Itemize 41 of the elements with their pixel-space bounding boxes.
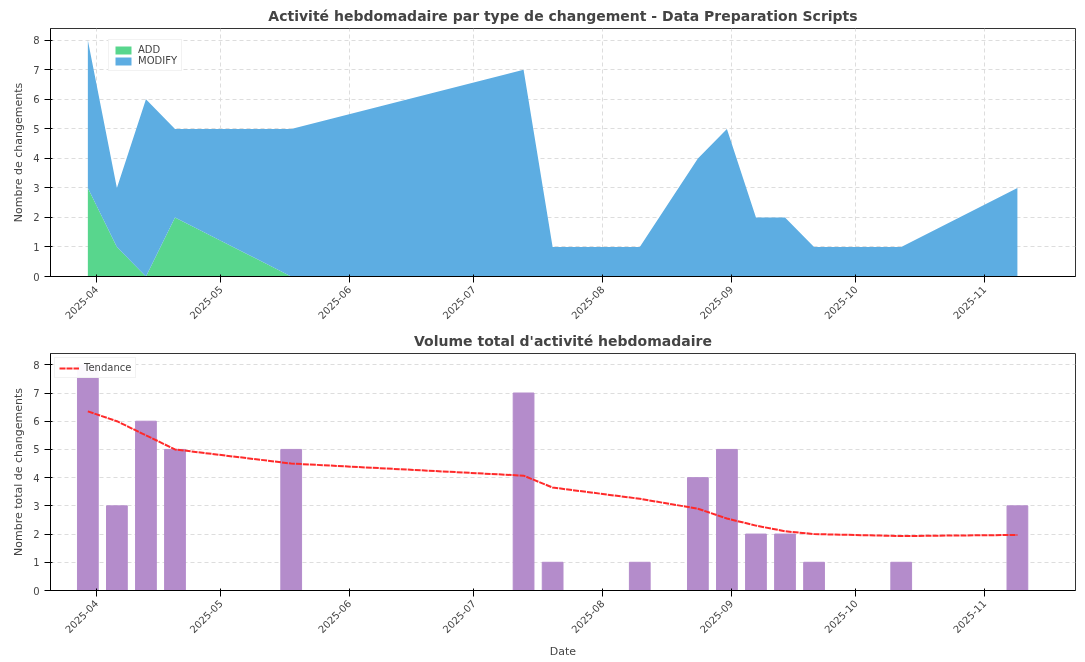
y-tick-label: 4	[33, 472, 40, 484]
y-tick-label: 6	[33, 94, 40, 106]
y-tick-label: 0	[33, 585, 40, 597]
y-tick-label: 5	[33, 444, 40, 456]
legend-label: Tendance	[84, 362, 132, 373]
chart-title: Activité hebdomadaire par type de changement - Data Preparation Scripts	[268, 7, 858, 24]
y-tick-label: 7	[33, 64, 40, 76]
chart-title: Volume total d'activité hebdomadaire	[414, 332, 712, 349]
y-tick-label: 5	[33, 123, 40, 135]
y-tick-label: 4	[33, 153, 40, 165]
bar	[803, 561, 825, 591]
y-axis-title: Nombre total de changements	[12, 387, 26, 557]
bar	[280, 448, 303, 591]
bar	[541, 561, 564, 591]
y-tick-label: 0	[33, 271, 40, 283]
y-tick-label: 3	[33, 182, 40, 194]
y-tick-label: 3	[33, 500, 40, 512]
y-tick-label: 8	[33, 35, 40, 47]
bar	[135, 420, 157, 591]
bar	[774, 533, 796, 591]
bar	[890, 561, 913, 591]
bar	[745, 533, 767, 591]
bar	[164, 448, 186, 591]
y-axis-title: Nombre de changements	[12, 82, 26, 223]
legend-label: MODIFY	[138, 55, 178, 66]
y-tick-label: 2	[33, 212, 40, 224]
y-tick-label: 6	[33, 416, 40, 428]
bar	[1006, 505, 1029, 591]
bar	[628, 561, 651, 591]
y-tick-label: 7	[33, 388, 40, 399]
y-tick-label: 1	[33, 241, 40, 253]
bar	[716, 448, 738, 591]
x-axis-title: Date	[549, 644, 577, 658]
bar	[512, 392, 535, 591]
bar	[686, 477, 709, 591]
bar	[106, 505, 128, 591]
y-tick-label: 8	[33, 359, 40, 371]
legend-label: ADD	[138, 44, 161, 55]
line-series	[86, 410, 1019, 538]
y-tick-label: 2	[33, 529, 40, 541]
y-tick-label: 1	[33, 557, 40, 569]
